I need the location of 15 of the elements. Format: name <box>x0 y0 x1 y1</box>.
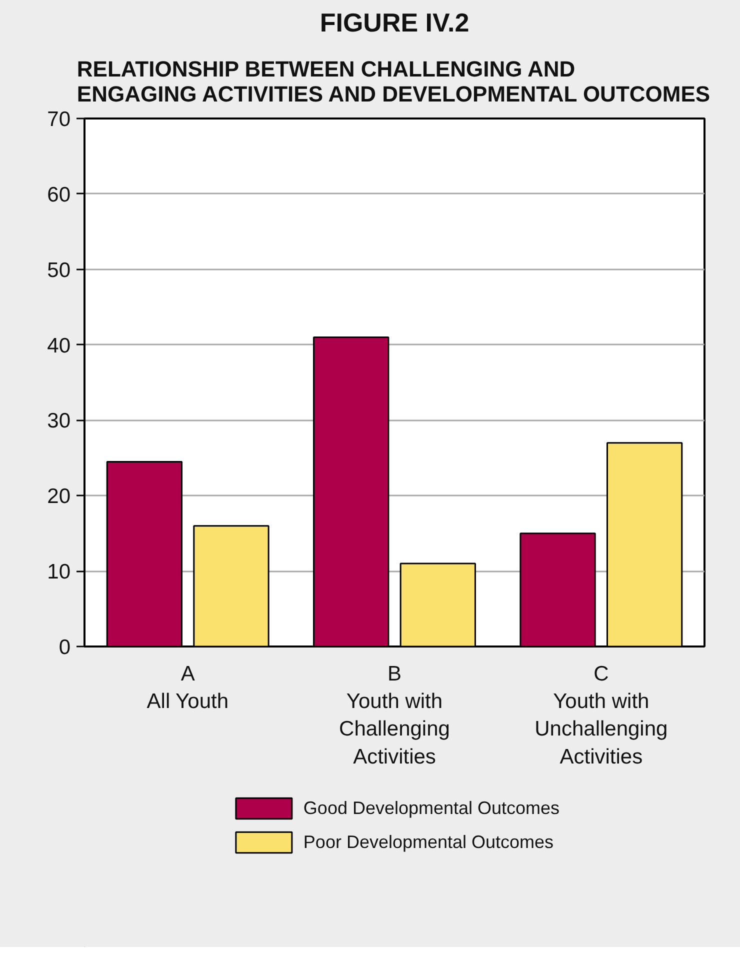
x-tick-label: B Youth with Challenging Activities <box>339 662 450 768</box>
chart-subtitle: RELATIONSHIP BETWEEN CHALLENGING AND ENGAGING ACTIVITIES AND DEVELOPMENTAL OUTCOMES <box>76 56 710 106</box>
y-tick-label: 20 <box>47 485 70 508</box>
y-tick-label: 60 <box>47 183 70 206</box>
y-tick-label: 30 <box>47 410 70 433</box>
chart-title: FIGURE IV.2 <box>320 8 470 38</box>
y-tick-label: 10 <box>47 560 70 584</box>
y-tick-label: 50 <box>47 258 70 282</box>
legend-label: Poor Developmental Outcomes <box>303 832 554 852</box>
y-tick-label: 0 <box>58 636 71 659</box>
x-tick-label: A All Youth <box>146 662 229 714</box>
y-tick-label: 70 <box>47 108 70 131</box>
x-tick-label: C Youth with Unchallenging Activities <box>534 662 668 768</box>
y-tick-label: 40 <box>47 334 70 358</box>
legend-label: Good Developmental Outcomes <box>303 798 560 818</box>
